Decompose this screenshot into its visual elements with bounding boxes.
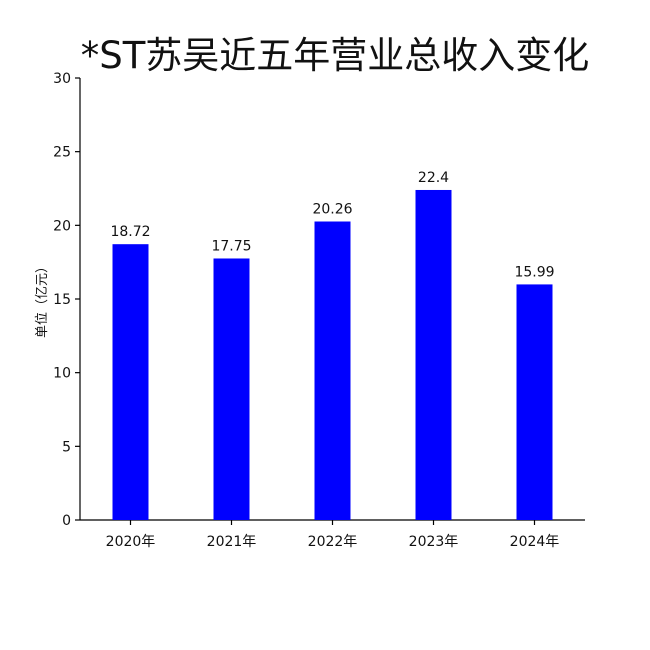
bar (213, 258, 250, 520)
y-tick-label: 30 (53, 71, 71, 87)
chart-title: *ST苏吴近五年营业总收入变化 (81, 34, 590, 77)
x-tick-label: 2021年 (207, 534, 257, 550)
bar-value-label: 15.99 (514, 264, 554, 280)
bar (415, 189, 452, 520)
bar (314, 221, 351, 520)
bars-group (112, 189, 553, 520)
y-tick-label: 10 (53, 366, 71, 382)
y-tick-label: 25 (53, 145, 71, 161)
x-tick-label: 2022年 (308, 534, 358, 550)
x-tick-label: 2024年 (510, 534, 560, 550)
y-tick-label: 0 (62, 513, 71, 529)
bar-value-label: 18.72 (110, 224, 150, 240)
bar (112, 244, 149, 520)
y-tick-label: 15 (53, 292, 71, 308)
bar-value-labels: 18.72 17.75 20.26 22.4 15.99 (110, 170, 554, 280)
y-tick-label: 5 (62, 439, 71, 455)
x-tick-label: 2020年 (106, 534, 156, 550)
y-tick-label: 20 (53, 218, 71, 234)
bar-value-label: 22.4 (418, 170, 449, 186)
bar (516, 284, 553, 520)
y-axis-title: 单位（亿元） (35, 260, 50, 338)
bar-value-label: 20.26 (312, 202, 352, 218)
bar-value-label: 17.75 (211, 238, 251, 254)
y-axis-ticks: 0 5 10 15 20 25 30 (53, 71, 80, 529)
x-axis-ticks: 2020年 2021年 2022年 2023年 2024年 (106, 520, 560, 550)
x-tick-label: 2023年 (409, 534, 459, 550)
